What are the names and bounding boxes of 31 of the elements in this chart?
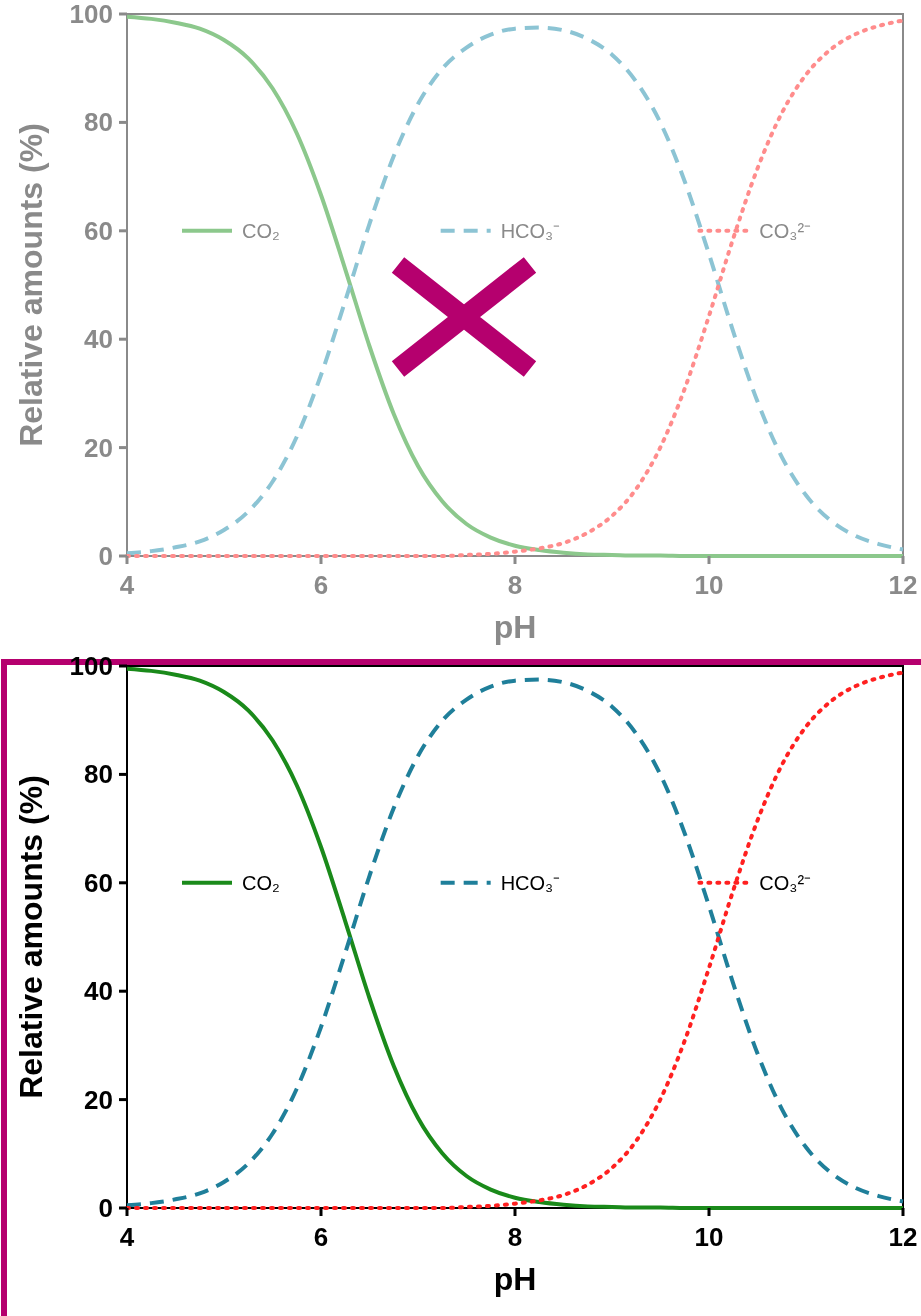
y-tick-label: 60: [84, 215, 113, 246]
x-tick-label: 10: [694, 570, 724, 600]
y-tick-label: 0: [98, 541, 113, 571]
y-axis-title: Relative amounts (%): [13, 123, 49, 447]
x-tick-label: 6: [313, 570, 329, 600]
x-axis-title: pH: [493, 609, 537, 645]
legend-label: HCO₃⁻: [500, 219, 561, 242]
legend-label: CO₂: [242, 871, 280, 894]
x-tick-label: 8: [507, 570, 523, 600]
x-axis-title: pH: [493, 1261, 537, 1297]
y-tick-label: 20: [84, 432, 113, 463]
legend-label: CO₃²⁻: [759, 219, 812, 242]
y-tick-label: 20: [84, 1084, 113, 1115]
x-tick-label: 4: [119, 1222, 135, 1252]
legend-label: CO₃²⁻: [759, 871, 812, 894]
x-tick-label: 4: [119, 570, 135, 600]
y-tick-label: 40: [84, 976, 113, 1007]
y-tick-label: 80: [84, 759, 113, 790]
y-tick-label: 80: [84, 107, 113, 138]
y-axis-title: Relative amounts (%): [13, 775, 49, 1099]
y-tick-label: 100: [69, 0, 113, 29]
legend-label: HCO₃⁻: [500, 871, 561, 894]
y-tick-label: 0: [98, 1193, 113, 1223]
legend-label: CO₂: [242, 219, 280, 242]
x-tick-label: 10: [694, 1222, 724, 1252]
x-tick-label: 12: [888, 570, 918, 600]
x-tick-label: 6: [313, 1222, 329, 1252]
y-tick-label: 60: [84, 867, 113, 898]
y-tick-label: 40: [84, 324, 113, 355]
x-tick-label: 8: [507, 1222, 523, 1252]
x-tick-label: 12: [888, 1222, 918, 1252]
